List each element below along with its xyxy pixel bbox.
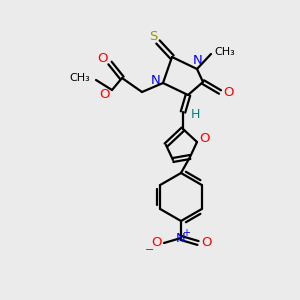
Text: O: O xyxy=(151,236,161,250)
Text: O: O xyxy=(201,236,211,250)
Text: H: H xyxy=(190,109,200,122)
Text: CH₃: CH₃ xyxy=(70,73,90,83)
Text: CH₃: CH₃ xyxy=(214,47,236,57)
Text: −: − xyxy=(145,245,155,255)
Text: N: N xyxy=(151,74,161,86)
Text: O: O xyxy=(99,88,109,101)
Text: O: O xyxy=(223,85,233,98)
Text: O: O xyxy=(98,52,108,65)
Text: S: S xyxy=(149,31,157,44)
Text: +: + xyxy=(182,228,190,238)
Text: N: N xyxy=(193,55,203,68)
Text: O: O xyxy=(199,133,209,146)
Text: N: N xyxy=(176,232,186,244)
